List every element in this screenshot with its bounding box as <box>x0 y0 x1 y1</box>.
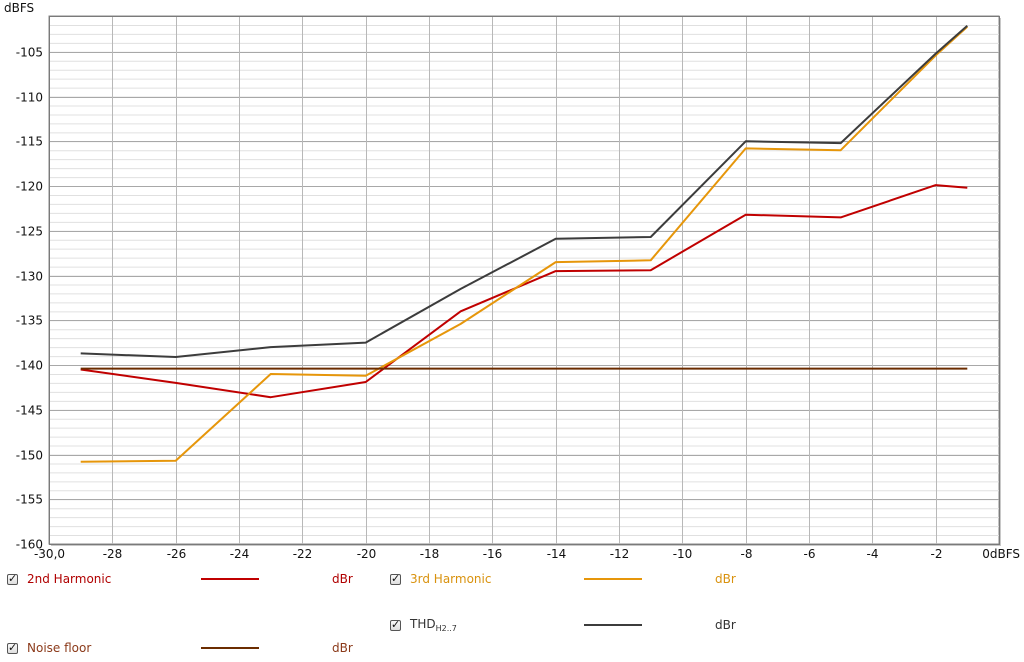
chart-ticks: -105 -110 -115 -120 -125 -130 -135 -140 -145 -150… <box>16 46 1020 562</box>
y-tick-label: -150 <box>16 449 43 463</box>
legend-item-3rd-harmonic[interactable]: 3rd Harmonic dBr <box>390 570 770 588</box>
legend-label-thd: THDH2..7 <box>410 617 457 633</box>
x-tick-label: -24 <box>230 547 250 561</box>
legend-item-2nd-harmonic[interactable]: 2nd Harmonic dBr <box>7 570 387 588</box>
x-tick-label: -14 <box>547 547 567 561</box>
y-tick-label: -105 <box>16 46 43 60</box>
x-tick-label: -2 <box>931 547 943 561</box>
legend-unit-thd: dBr <box>715 618 736 632</box>
series-line-3rd-harmonic <box>80 25 968 463</box>
chart-series <box>80 25 968 463</box>
x-tick-label: -16 <box>483 547 503 561</box>
chart-grid <box>48 15 1001 546</box>
legend-label-noise-floor: Noise floor <box>27 641 92 655</box>
x-tick-label: -20 <box>357 547 377 561</box>
x-tick-label: -10 <box>673 547 693 561</box>
legend-label-thd-sub: H2..7 <box>435 624 457 633</box>
checkbox-2nd-harmonic[interactable] <box>7 572 18 586</box>
x-tick-label: -30,0 <box>34 547 65 561</box>
legend-label-thd-main: THD <box>410 617 436 631</box>
x-tick-label: -8 <box>741 547 753 561</box>
x-tick-label: -4 <box>867 547 879 561</box>
legend-swatch-thd <box>584 624 642 626</box>
series-line-thd <box>80 25 968 358</box>
plot-border <box>49 16 1000 545</box>
y-tick-label: -125 <box>16 225 43 239</box>
y-tick-label: -115 <box>16 135 43 149</box>
y-tick-label: -110 <box>16 91 43 105</box>
y-tick-label: -160 <box>16 538 43 552</box>
x-tick-label: -18 <box>420 547 440 561</box>
y-axis-unit: dBFS <box>4 1 34 15</box>
y-tick-label: -120 <box>16 180 43 194</box>
legend-swatch-3rd-harmonic <box>584 578 642 580</box>
legend-label-2nd-harmonic: 2nd Harmonic <box>27 572 112 586</box>
series-line-2nd-harmonic <box>80 184 968 399</box>
legend-item-thd[interactable]: THDH2..7 dBr <box>390 616 770 634</box>
x-tick-label: -12 <box>610 547 630 561</box>
x-tick-label: -28 <box>103 547 123 561</box>
legend-unit-2nd-harmonic: dBr <box>332 572 353 586</box>
checkbox-3rd-harmonic[interactable] <box>390 572 401 586</box>
checkbox-thd[interactable] <box>390 618 401 632</box>
legend-item-noise-floor[interactable]: Noise floor dBr <box>7 639 387 657</box>
y-tick-label: -140 <box>16 359 43 373</box>
legend-label-3rd-harmonic: 3rd Harmonic <box>410 572 492 586</box>
checkbox-noise-floor[interactable] <box>7 641 18 655</box>
legend-unit-3rd-harmonic: dBr <box>715 572 736 586</box>
legend-swatch-2nd-harmonic <box>201 578 259 580</box>
x-tick-label: -22 <box>293 547 313 561</box>
y-tick-label: -135 <box>16 314 43 328</box>
y-tick-label: -155 <box>16 493 43 507</box>
y-tick-label: -130 <box>16 270 43 284</box>
plot-area <box>48 15 1000 545</box>
x-tick-label: -6 <box>804 547 816 561</box>
x-tick-label: -26 <box>167 547 187 561</box>
y-tick-label: -145 <box>16 404 43 418</box>
x-tick-label: 0dBFS <box>982 547 1020 561</box>
legend-unit-noise-floor: dBr <box>332 641 353 655</box>
legend-swatch-noise-floor <box>201 647 259 649</box>
